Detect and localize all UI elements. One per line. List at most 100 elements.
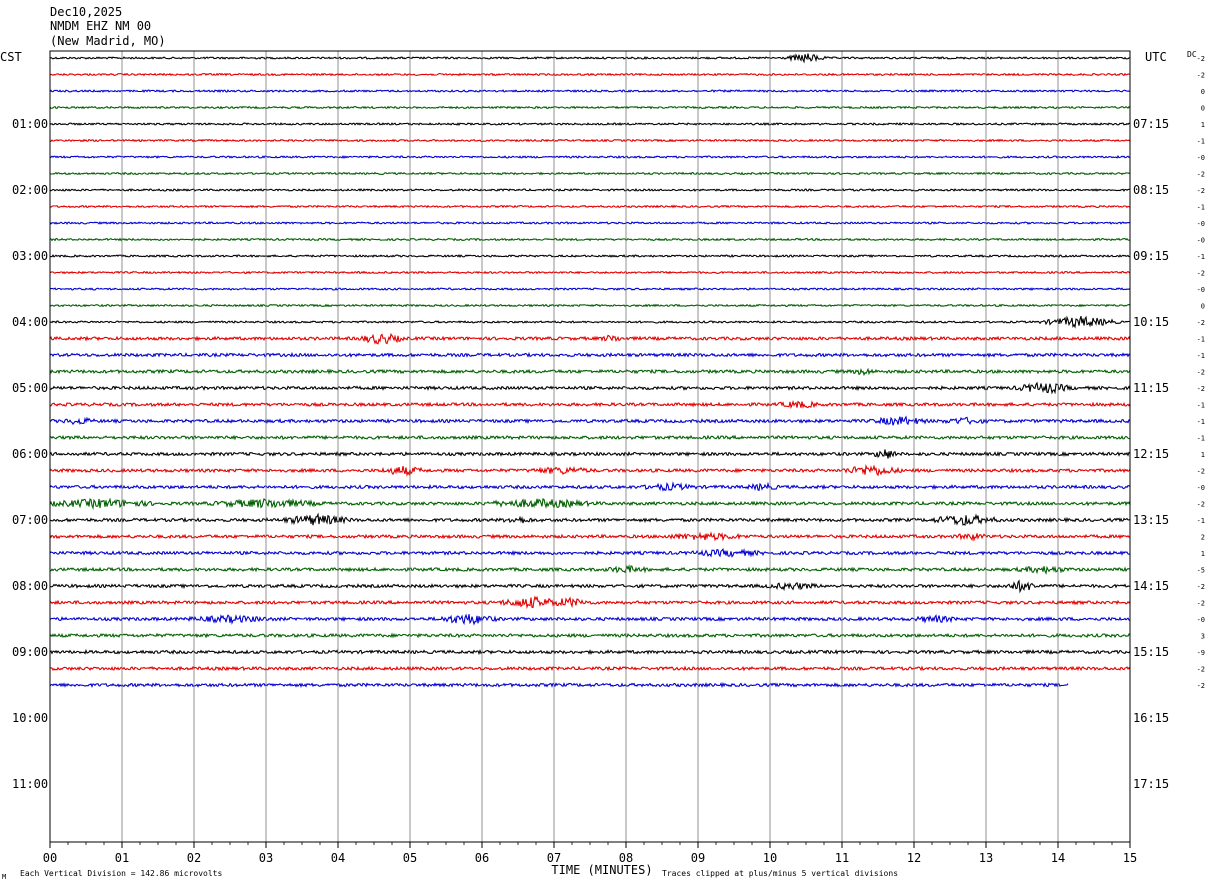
right-hour-label: 14:15 <box>1133 579 1169 593</box>
trace-line <box>49 632 1131 639</box>
left-hour-label: 03:00 <box>12 249 48 263</box>
trace-line <box>49 367 1131 377</box>
dc-offset-value: -1 <box>1197 352 1205 360</box>
dc-offset-value: -2 <box>1197 270 1205 278</box>
left-hour-label: 06:00 <box>12 447 48 461</box>
left-hour-label: 07:00 <box>12 513 48 527</box>
x-axis-title: TIME (MINUTES) <box>551 863 652 877</box>
trace-line <box>49 381 1131 395</box>
trace-line <box>49 287 1131 291</box>
trace-line <box>49 155 1131 159</box>
trace-line <box>49 595 1131 610</box>
trace-line <box>49 237 1131 242</box>
right-hour-labels: 07:15 08:15 09:15 10:15 11:15 12:15 13:15 14:15… <box>1133 117 1169 791</box>
dc-offset-value: 2 <box>1201 534 1205 542</box>
dc-offset-value: -0 <box>1197 484 1205 492</box>
dc-offset-value: -0 <box>1197 220 1205 228</box>
dc-offset-value: -1 <box>1197 517 1205 525</box>
trace-line <box>49 665 1131 672</box>
x-tick-label: 02 <box>187 851 201 865</box>
trace-line <box>49 303 1131 308</box>
trace-line <box>49 434 1131 441</box>
right-timezone-label: UTC <box>1145 50 1167 64</box>
trace-line <box>49 351 1131 359</box>
x-tick-label: 09 <box>691 851 705 865</box>
left-hour-label: 01:00 <box>12 117 48 131</box>
dc-offset-value: -2 <box>1197 319 1205 327</box>
x-tick-label: 05 <box>403 851 417 865</box>
x-tick-label: 11 <box>835 851 849 865</box>
trace-line <box>49 204 1131 209</box>
trace-line <box>49 221 1131 225</box>
trace-line <box>49 497 1131 511</box>
right-hour-label: 08:15 <box>1133 183 1169 197</box>
dc-offset-value: 1 <box>1201 550 1205 558</box>
trace-line <box>49 415 1131 426</box>
x-tick-label: 13 <box>979 851 993 865</box>
dc-offset-value: -2 <box>1197 369 1205 377</box>
footer-scale-note: Each Vertical Division = 142.86 microvol… <box>20 869 222 878</box>
left-timezone-label: CST <box>0 50 22 64</box>
dc-offset-value: 1 <box>1201 451 1205 459</box>
dc-offset-value: -2 <box>1197 583 1205 591</box>
x-tick-label: 03 <box>259 851 273 865</box>
dc-offset-value: -2 <box>1197 468 1205 476</box>
right-hour-label: 12:15 <box>1133 447 1169 461</box>
x-tick-label: 06 <box>475 851 489 865</box>
x-tick-label: 04 <box>331 851 345 865</box>
trace-line <box>49 579 1131 594</box>
trace-line <box>49 648 1131 656</box>
dc-offset-value: -1 <box>1197 336 1205 344</box>
dc-offset-value: -2 <box>1197 600 1205 608</box>
left-hour-label: 04:00 <box>12 315 48 329</box>
header-location: (New Madrid, MO) <box>50 34 166 48</box>
trace-line <box>49 512 1131 526</box>
dc-offset-value: -0 <box>1197 286 1205 294</box>
dc-offset-value: -1 <box>1197 418 1205 426</box>
trace-line <box>50 254 1131 259</box>
trace-line <box>49 547 1130 558</box>
dc-offset-value: -2 <box>1197 682 1205 690</box>
dc-offset-value: 0 <box>1201 303 1205 311</box>
dc-offset-value: -2 <box>1197 187 1205 195</box>
dc-offset-value: -0 <box>1197 616 1205 624</box>
trace-line <box>49 122 1131 126</box>
dc-offset-value: -2 <box>1197 171 1205 179</box>
trace-line <box>49 53 1131 64</box>
trace-line <box>49 449 1131 459</box>
corner-mark: M <box>2 873 6 881</box>
trace-line <box>49 138 1131 143</box>
dc-offset-value: -1 <box>1197 402 1205 410</box>
dc-offset-value: -0 <box>1197 237 1205 245</box>
left-hour-label: 02:00 <box>12 183 48 197</box>
trace-line <box>49 333 1131 345</box>
dc-offset-value: -2 <box>1197 72 1205 80</box>
dc-offset-value: -2 <box>1197 385 1205 393</box>
dc-offset-value: 1 <box>1201 121 1205 129</box>
trace-line <box>49 315 1131 329</box>
left-hour-label: 10:00 <box>12 711 48 725</box>
trace-line <box>49 681 1069 689</box>
x-tick-label: 08 <box>619 851 633 865</box>
trace-line <box>49 400 1131 410</box>
dc-offset-value: -1 <box>1197 435 1205 443</box>
x-tick-label: 14 <box>1051 851 1065 865</box>
trace-line <box>49 72 1131 77</box>
trace-line <box>49 464 1131 477</box>
dc-offset-value: -0 <box>1197 154 1205 162</box>
x-tick-label: 10 <box>763 851 777 865</box>
left-hour-label: 09:00 <box>12 645 48 659</box>
dc-offset-value: -1 <box>1197 204 1205 212</box>
dc-offset-value: 3 <box>1201 633 1205 641</box>
left-hour-label: 05:00 <box>12 381 48 395</box>
dc-header-label: DC <box>1187 50 1197 59</box>
seismic-traces <box>49 53 1131 689</box>
trace-line <box>49 188 1130 192</box>
trace-line <box>49 613 1131 626</box>
right-hour-label: 11:15 <box>1133 381 1169 395</box>
trace-line <box>49 270 1131 275</box>
left-hour-labels: 01:00 02:00 03:00 04:00 05:00 06:00 07:00 08:00… <box>12 117 48 791</box>
dc-offset-value: -9 <box>1197 649 1205 657</box>
header-station: NMDM EHZ NM 00 <box>50 19 151 33</box>
